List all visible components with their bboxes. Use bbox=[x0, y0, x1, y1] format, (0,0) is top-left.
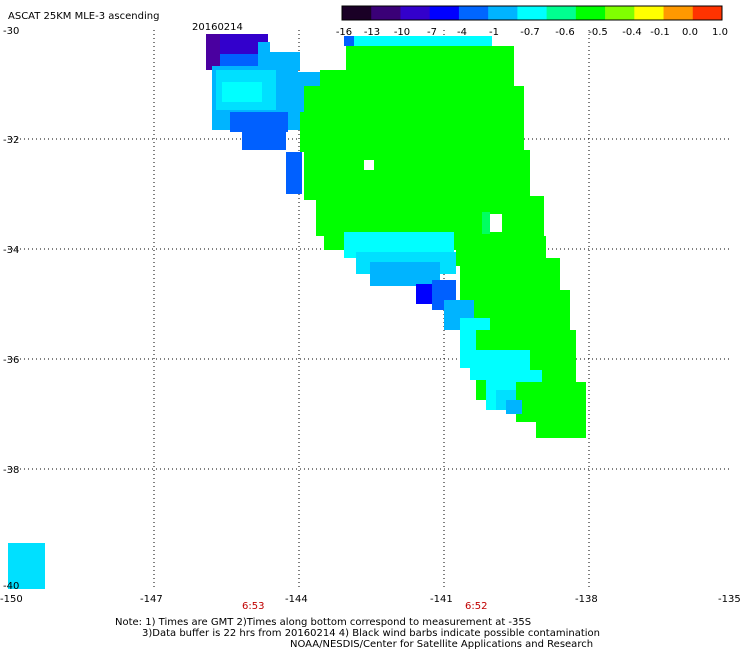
wind-cell bbox=[536, 400, 586, 438]
colorbar-label: -16 bbox=[336, 27, 352, 38]
colorbar-label: -0.5 bbox=[588, 27, 608, 38]
wind-cell bbox=[490, 214, 502, 232]
wind-cell bbox=[344, 36, 492, 46]
lon-label-150: -150 bbox=[0, 594, 23, 605]
colorbar-label: -0.7 bbox=[520, 27, 540, 38]
colorbar-label: 1.0 bbox=[712, 27, 728, 38]
lon-label-144: -144 bbox=[285, 594, 308, 605]
colorbar-swatch bbox=[634, 6, 665, 20]
wind-data-cells bbox=[8, 34, 586, 589]
colorbar-swatch bbox=[546, 6, 577, 20]
wind-cell bbox=[286, 152, 302, 194]
colorbar-swatch bbox=[692, 6, 723, 20]
colorbar-label: -0.6 bbox=[555, 27, 575, 38]
lon-label-147: -147 bbox=[140, 594, 163, 605]
colorbar-label: -13 bbox=[364, 27, 380, 38]
colorbar-swatch bbox=[400, 6, 431, 20]
wind-cell bbox=[304, 150, 530, 200]
wind-cell bbox=[344, 36, 354, 46]
wind-cell bbox=[346, 46, 514, 86]
lon-label-135: -135 bbox=[718, 594, 740, 605]
wind-cell bbox=[506, 400, 522, 414]
wind-cell bbox=[270, 52, 300, 70]
lat-label-32: -32 bbox=[3, 135, 19, 146]
colorbar-label: -4 bbox=[457, 27, 467, 38]
colorbar-label: -7 bbox=[427, 27, 437, 38]
map-title: ASCAT 25KM MLE-3 ascending bbox=[8, 11, 159, 22]
colorbar-label: -1 bbox=[489, 27, 499, 38]
colorbar-label: -0.1 bbox=[650, 27, 670, 38]
colorbar-label: 0.0 bbox=[682, 27, 698, 38]
colorbar-label: -10 bbox=[394, 27, 410, 38]
colorbar-swatch bbox=[458, 6, 489, 20]
time-label-653: 6:53 bbox=[242, 601, 264, 612]
wind-cell bbox=[304, 86, 524, 156]
lon-label-138: -138 bbox=[575, 594, 598, 605]
lat-label-34: -34 bbox=[3, 245, 19, 256]
colorbar-frame bbox=[341, 5, 723, 21]
wind-cell bbox=[316, 196, 544, 236]
wind-cell bbox=[220, 54, 258, 68]
lat-label-36: -36 bbox=[3, 355, 19, 366]
wind-cell bbox=[230, 112, 288, 132]
lat-label-30: -30 bbox=[3, 26, 19, 37]
colorbar-swatch bbox=[342, 6, 372, 20]
wind-cell bbox=[364, 160, 374, 170]
wind-cell bbox=[222, 82, 262, 102]
colorbar-swatch bbox=[371, 6, 401, 20]
lat-label-38: -38 bbox=[3, 465, 19, 476]
wind-cell bbox=[242, 130, 286, 150]
time-label-652: 6:52 bbox=[465, 601, 487, 612]
wind-cell bbox=[300, 112, 320, 152]
footer-note-3: NOAA/NESDIS/Center for Satellite Applica… bbox=[290, 639, 593, 650]
colorbar-swatch bbox=[517, 6, 548, 20]
colorbar-swatch bbox=[663, 6, 694, 20]
colorbar-swatch bbox=[488, 6, 518, 20]
colorbar-swatch bbox=[429, 6, 460, 20]
wind-cell bbox=[206, 34, 220, 70]
wind-cell bbox=[8, 543, 45, 589]
map-date: 20160214 bbox=[192, 22, 243, 33]
colorbar: -16 -13 -10 -7 -4 -1 -0.7 -0.6 -0.5 -0.4 -0.1 0.0 1.… bbox=[336, 5, 728, 38]
colorbar-swatch bbox=[605, 6, 635, 20]
colorbar-swatch bbox=[575, 6, 606, 20]
wind-cell bbox=[370, 262, 440, 286]
footer-note-1: Note: 1) Times are GMT 2)Times along bot… bbox=[115, 617, 531, 628]
wind-cell bbox=[416, 284, 436, 304]
footer-note-2: 3)Data buffer is 22 hrs from 20160214 4)… bbox=[142, 628, 600, 639]
wind-cell bbox=[482, 212, 490, 234]
wind-cell bbox=[258, 42, 270, 68]
lat-label-40: -40 bbox=[3, 581, 19, 592]
lon-label-141: -141 bbox=[430, 594, 453, 605]
colorbar-label: -0.4 bbox=[622, 27, 642, 38]
